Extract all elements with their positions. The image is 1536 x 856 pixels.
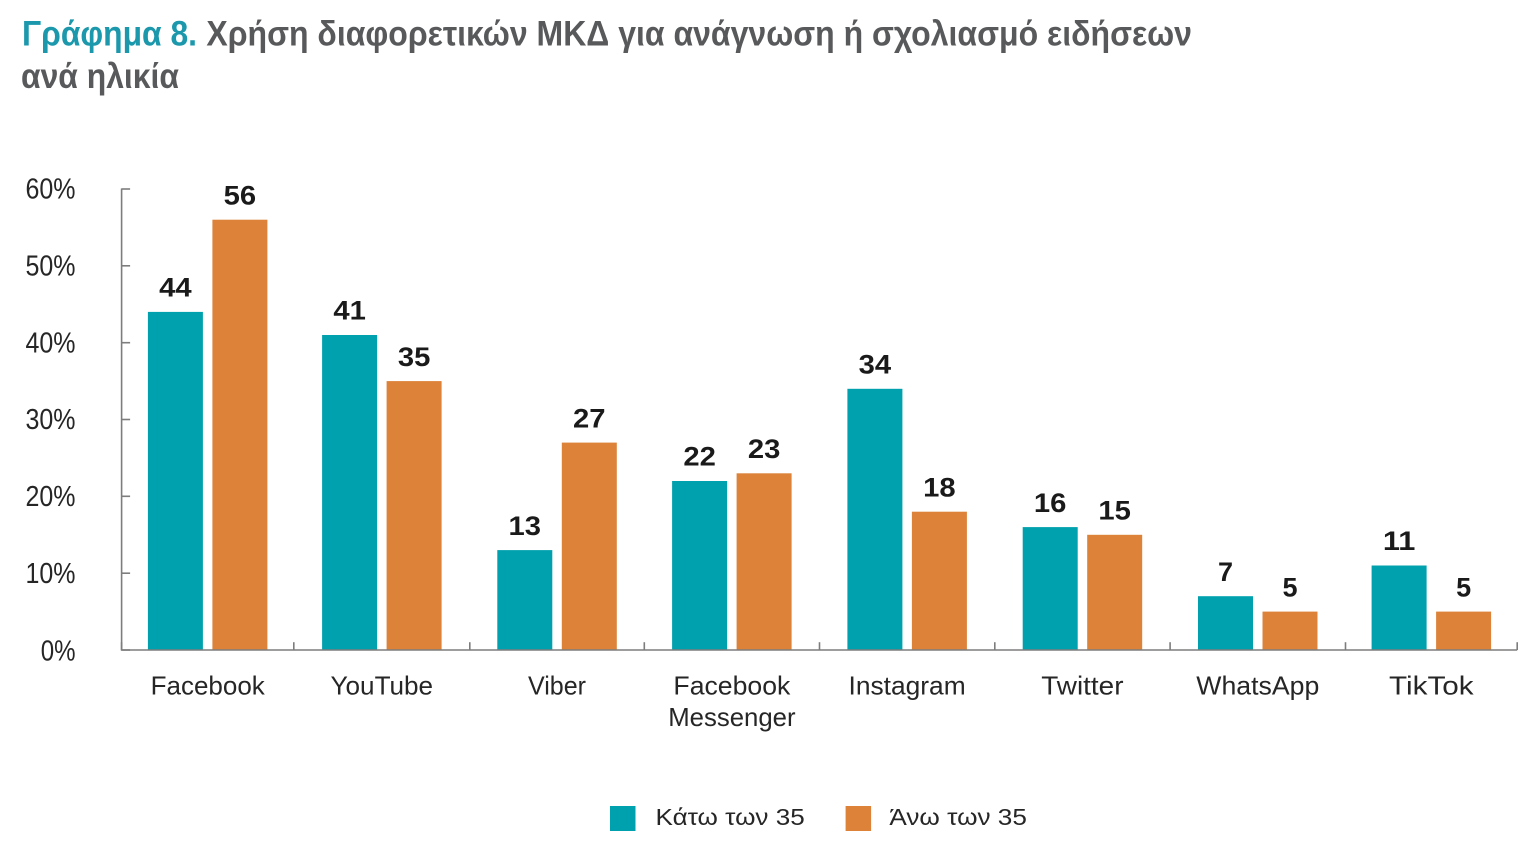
svg-text:5: 5: [1456, 572, 1471, 602]
svg-text:30%: 30%: [26, 404, 76, 436]
svg-text:7: 7: [1218, 557, 1233, 587]
svg-text:Messenger: Messenger: [668, 702, 796, 732]
svg-text:50%: 50%: [26, 250, 76, 282]
svg-text:Twitter: Twitter: [1041, 670, 1124, 700]
svg-text:20%: 20%: [26, 481, 76, 513]
svg-text:Facebook: Facebook: [673, 670, 791, 700]
svg-text:0%: 0%: [41, 635, 76, 667]
svg-text:TikTok: TikTok: [1389, 670, 1475, 700]
svg-text:11: 11: [1383, 526, 1416, 556]
svg-text:34: 34: [859, 350, 892, 380]
svg-text:Viber: Viber: [528, 670, 586, 700]
svg-text:16: 16: [1034, 488, 1067, 518]
svg-text:18: 18: [923, 472, 956, 502]
svg-text:56: 56: [224, 180, 257, 210]
svg-text:10%: 10%: [26, 558, 76, 590]
svg-text:40%: 40%: [26, 327, 76, 359]
svg-text:ανά ηλικία: ανά ηλικία: [21, 57, 179, 96]
svg-text:Γράφημα 8.Χρήση διαφορετικών Μ: Γράφημα 8. Χρήση διαφορετικών ΜΚΔ για ανά…: [22, 14, 1192, 53]
svg-text:60%: 60%: [26, 174, 76, 206]
svg-text:Άνω των 35: Άνω των 35: [889, 804, 1027, 830]
svg-text:YouTube: YouTube: [331, 670, 434, 700]
svg-text:27: 27: [573, 403, 606, 433]
svg-text:Κάτω των 35: Κάτω των 35: [656, 804, 805, 830]
svg-text:23: 23: [748, 434, 781, 464]
svg-text:Instagram: Instagram: [849, 670, 966, 700]
svg-text:Facebook: Facebook: [151, 670, 266, 700]
svg-text:35: 35: [398, 342, 431, 372]
svg-text:41: 41: [333, 296, 366, 326]
svg-text:5: 5: [1282, 572, 1297, 602]
svg-text:15: 15: [1098, 496, 1131, 526]
svg-text:WhatsApp: WhatsApp: [1196, 670, 1319, 700]
svg-text:22: 22: [683, 442, 716, 472]
svg-text:44: 44: [159, 273, 192, 303]
svg-text:13: 13: [509, 511, 542, 541]
